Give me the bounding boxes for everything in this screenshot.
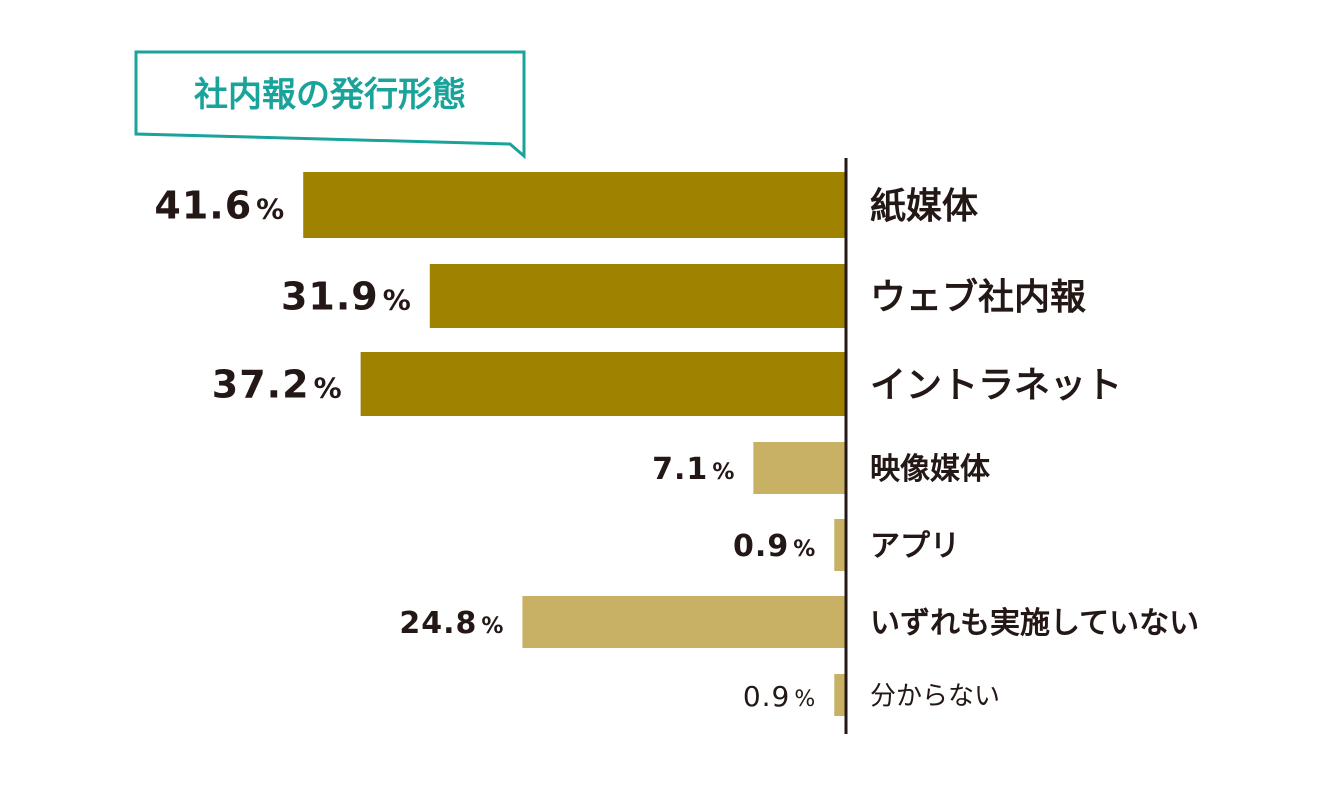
bars-group	[303, 172, 846, 716]
value-label-6: 24.8%	[399, 606, 504, 641]
bar-6	[522, 596, 846, 648]
value-label-3: 37.2%	[212, 363, 343, 407]
bar-2	[429, 264, 846, 328]
bar-1	[303, 172, 846, 238]
title-callout-border	[134, 50, 526, 160]
category-label-1: 紙媒体	[870, 186, 978, 227]
value-label-7: 0.9%	[743, 680, 816, 713]
bar-3	[360, 352, 846, 416]
value-label-1: 41.6%	[154, 184, 285, 228]
value-label-5: 0.9%	[733, 529, 816, 564]
value-label-2: 31.9%	[281, 275, 412, 319]
value-label-4: 7.1%	[652, 452, 735, 487]
chart-title-box: 社内報の発行形態	[134, 50, 526, 160]
bar-7	[834, 674, 846, 716]
category-label-3: イントラネット	[870, 365, 1122, 406]
chart-title: 社内報の発行形態	[194, 75, 466, 115]
value-labels-group: 41.6 % 31.9 % 37.2 % 7.1 % 0.9 % 24.8 % 0.9%	[154, 184, 816, 713]
category-label-7: 分からない	[870, 681, 1000, 711]
category-label-5: アプリ	[870, 529, 960, 564]
category-label-6: いずれも実施していない	[870, 606, 1199, 641]
bar-4	[753, 442, 846, 494]
bar-5	[834, 519, 846, 571]
category-label-4: 映像媒体	[870, 452, 991, 487]
category-label-2: ウェブ社内報	[870, 276, 1086, 318]
